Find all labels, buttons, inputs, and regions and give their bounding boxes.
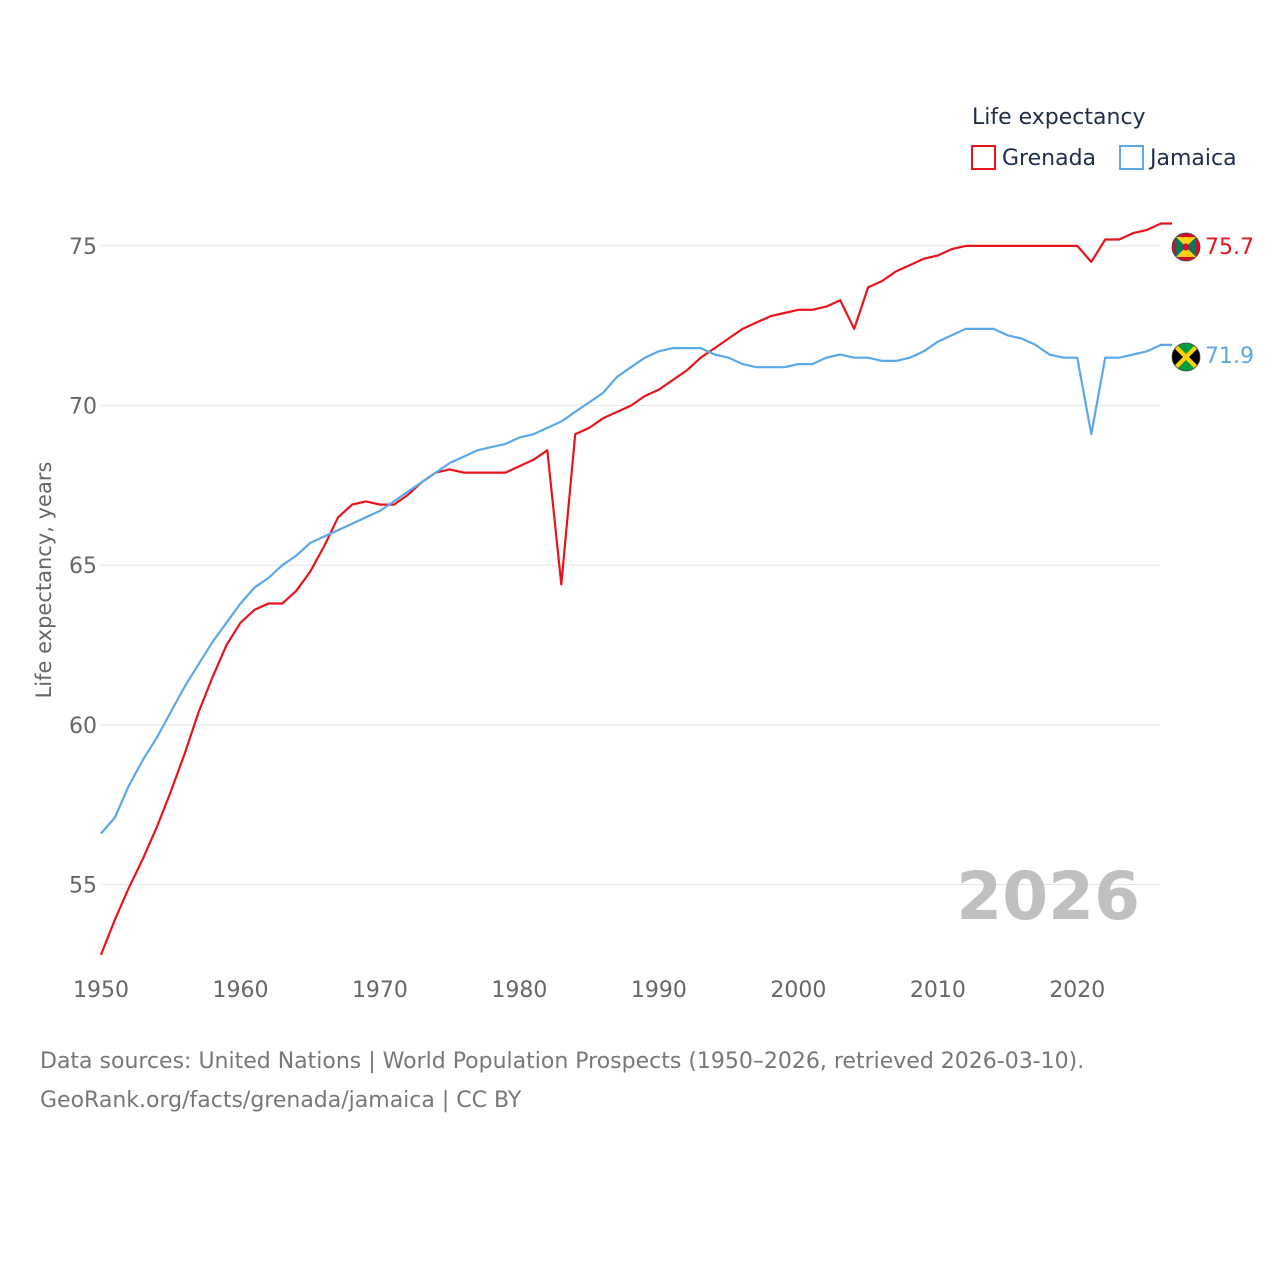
x-tick-label: 1970 — [352, 978, 408, 1003]
y-tick-label: 65 — [69, 554, 97, 579]
x-tick-label: 1960 — [212, 978, 268, 1003]
x-tick-label: 1990 — [631, 978, 687, 1003]
x-tick-label: 2020 — [1049, 978, 1105, 1003]
y-tick-label: 60 — [69, 714, 97, 739]
source-line-1: Data sources: United Nations | World Pop… — [40, 1049, 1085, 1074]
grenada-end-value: 75.7 — [1205, 235, 1254, 260]
jamaica-flag-icon — [1171, 342, 1201, 372]
series-line-grenada[interactable] — [99, 222, 1172, 956]
x-tick-label: 2000 — [770, 978, 826, 1003]
legend-label-jamaica[interactable]: Jamaica — [1148, 146, 1237, 171]
y-tick-label: 70 — [69, 395, 97, 420]
legend-title: Life expectancy — [972, 105, 1146, 130]
x-axis-ticks: 1950 1960 1970 1980 1990 2000 2010 2020 — [73, 978, 1105, 1003]
series-lines — [99, 222, 1172, 956]
y-axis-label: Life expectancy, years — [32, 462, 56, 699]
x-tick-label: 1980 — [491, 978, 547, 1003]
x-tick-label: 2010 — [910, 978, 966, 1003]
legend-swatch-grenada[interactable] — [971, 145, 996, 170]
grenada-flag-icon — [1171, 232, 1201, 262]
series-line-jamaica[interactable] — [100, 327, 1172, 835]
legend-label-grenada[interactable]: Grenada — [1002, 146, 1096, 171]
y-axis-ticks: 55 60 65 70 75 — [69, 235, 97, 899]
grid-lines — [101, 245, 1161, 886]
y-tick-label: 55 — [69, 874, 97, 899]
highlight-year: 2026 — [956, 858, 1140, 935]
source-note: Data sources: United Nations | World Pop… — [40, 1042, 1084, 1120]
legend-swatch-jamaica[interactable] — [1119, 145, 1144, 170]
jamaica-end-value: 71.9 — [1205, 344, 1254, 369]
x-tick-label: 1950 — [73, 978, 129, 1003]
y-tick-label: 75 — [69, 235, 97, 260]
source-line-2[interactable]: GeoRank.org/facts/grenada/jamaica | CC B… — [40, 1088, 522, 1113]
